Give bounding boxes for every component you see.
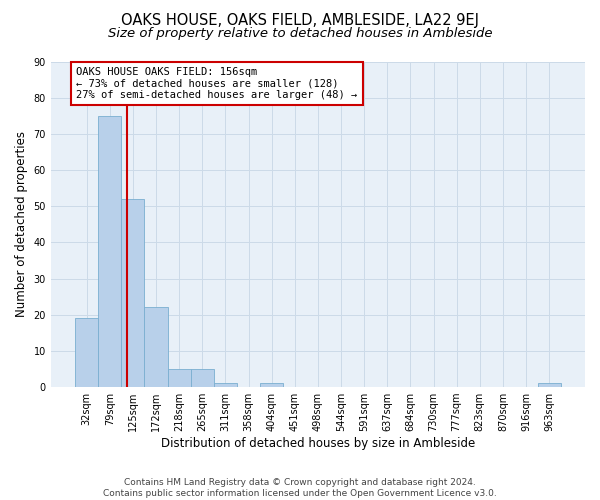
Bar [191,369,214,387]
Bar [121,199,145,387]
Bar [75,318,98,387]
Text: Contains HM Land Registry data © Crown copyright and database right 2024.
Contai: Contains HM Land Registry data © Crown c… [103,478,497,498]
Text: Size of property relative to detached houses in Ambleside: Size of property relative to detached ho… [108,28,492,40]
Text: OAKS HOUSE OAKS FIELD: 156sqm
← 73% of detached houses are smaller (128)
27% of : OAKS HOUSE OAKS FIELD: 156sqm ← 73% of d… [76,67,358,100]
Bar [145,308,167,387]
Y-axis label: Number of detached properties: Number of detached properties [15,132,28,318]
Bar [260,384,283,387]
Text: OAKS HOUSE, OAKS FIELD, AMBLESIDE, LA22 9EJ: OAKS HOUSE, OAKS FIELD, AMBLESIDE, LA22 … [121,12,479,28]
X-axis label: Distribution of detached houses by size in Ambleside: Distribution of detached houses by size … [161,437,475,450]
Bar [167,369,191,387]
Bar [98,116,121,387]
Bar [214,384,237,387]
Bar [538,384,561,387]
